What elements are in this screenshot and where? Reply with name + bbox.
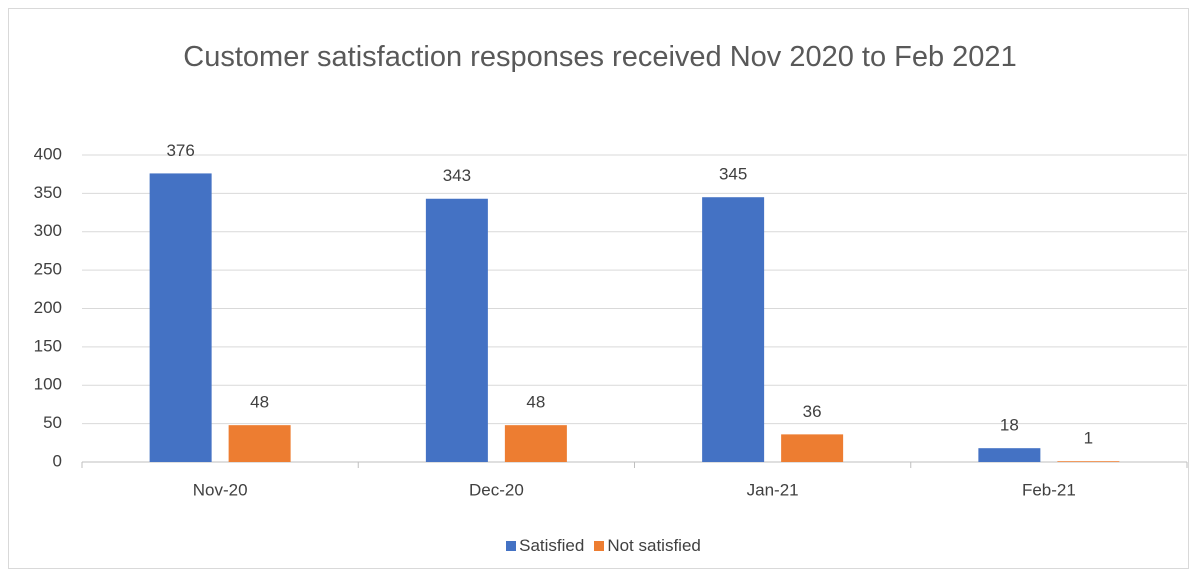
x-tick-label: Nov-20 — [193, 480, 248, 499]
legend-swatch — [506, 541, 517, 551]
value-label: 1 — [1084, 429, 1093, 448]
bar — [504, 425, 567, 462]
bar — [425, 198, 488, 462]
y-tick-label: 350 — [34, 183, 62, 202]
value-label: 36 — [803, 402, 822, 421]
legend: Satisfied Not satisfied — [0, 536, 1197, 556]
x-tick-label: Feb-21 — [1022, 480, 1076, 499]
y-tick-label: 50 — [43, 413, 62, 432]
legend-label: Not satisfied — [607, 536, 701, 555]
bar — [781, 434, 844, 462]
bar — [1057, 461, 1120, 462]
bar — [978, 448, 1041, 462]
y-tick-label: 300 — [34, 221, 62, 240]
value-label: 345 — [719, 165, 747, 184]
x-tick-label: Dec-20 — [469, 480, 524, 499]
value-label: 48 — [250, 393, 269, 412]
y-tick-label: 400 — [34, 144, 62, 163]
legend-swatch — [594, 541, 605, 551]
y-tick-label: 0 — [53, 451, 62, 470]
value-label: 376 — [166, 141, 194, 160]
y-tick-label: 100 — [34, 375, 62, 394]
value-label: 343 — [443, 166, 471, 185]
bar — [702, 197, 765, 462]
legend-label: Satisfied — [519, 536, 585, 555]
y-tick-label: 200 — [34, 298, 62, 317]
x-tick-label: Jan-21 — [747, 480, 799, 499]
value-label: 48 — [526, 393, 545, 412]
value-label: 18 — [1000, 416, 1019, 435]
y-tick-label: 150 — [34, 336, 62, 355]
bar — [149, 173, 212, 463]
chart-title: Customer satisfaction responses received… — [183, 41, 1017, 73]
bar — [228, 425, 291, 462]
y-tick-label: 250 — [34, 260, 62, 279]
